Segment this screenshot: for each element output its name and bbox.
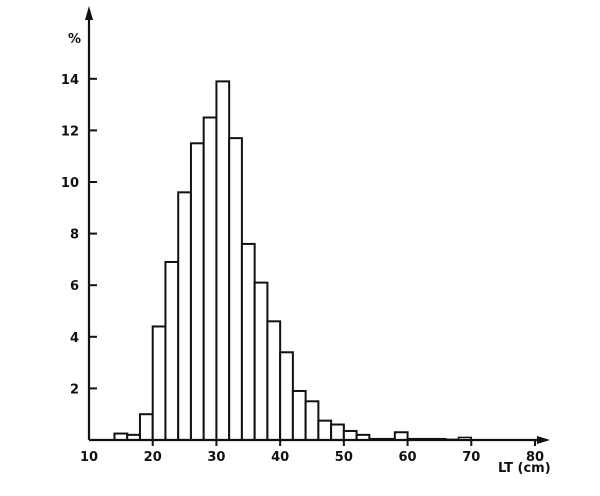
- histogram-bar: [330, 423, 345, 441]
- histogram-bar: [151, 325, 167, 442]
- x-tick-label: 80: [526, 450, 544, 465]
- y-tick-label: 2: [70, 382, 79, 397]
- histogram-bar: [189, 142, 205, 442]
- y-axis-label: %: [68, 32, 81, 47]
- y-tick-label: 6: [70, 279, 79, 294]
- x-axis-arrow-icon: [537, 436, 550, 444]
- x-tick-label: 20: [144, 450, 162, 465]
- x-tick-label: 10: [80, 450, 98, 465]
- histogram-bar: [317, 419, 333, 441]
- histogram-bar: [342, 429, 358, 442]
- y-axis-ticks: 2 4 6 8 10 12 14: [61, 73, 97, 397]
- x-tick-label: 30: [207, 450, 225, 465]
- histogram-bar: [291, 389, 307, 442]
- histogram-bar: [279, 351, 294, 441]
- x-tick-label: 70: [462, 450, 480, 465]
- histogram-bar: [228, 137, 243, 441]
- x-tick-label: 50: [335, 450, 353, 465]
- y-tick-label: 4: [70, 331, 79, 346]
- histogram-bar: [393, 431, 409, 442]
- x-tick-label: 60: [399, 450, 417, 465]
- histogram-bar: [253, 281, 269, 441]
- histogram-bar: [177, 191, 192, 441]
- y-tick-label: 8: [70, 228, 79, 243]
- histogram-bar: [164, 260, 180, 442]
- histogram-bars: [113, 80, 473, 442]
- histogram-bar: [266, 320, 282, 442]
- histogram-bar: [304, 400, 320, 441]
- histogram-bar: [138, 413, 154, 442]
- histogram-bar: [215, 80, 231, 441]
- y-tick-label: 14: [61, 73, 79, 88]
- histogram-bar: [240, 242, 256, 441]
- histogram-bar: [202, 116, 218, 441]
- y-tick-label: 12: [61, 124, 79, 139]
- x-tick-label: 40: [271, 450, 289, 465]
- x-axis-label: LT (cm): [498, 461, 551, 476]
- y-tick-label: 10: [61, 176, 79, 191]
- x-axis-ticks: 10 20 30 40 50 60 70 80: [80, 440, 544, 465]
- y-axis-arrow-icon: [85, 6, 93, 20]
